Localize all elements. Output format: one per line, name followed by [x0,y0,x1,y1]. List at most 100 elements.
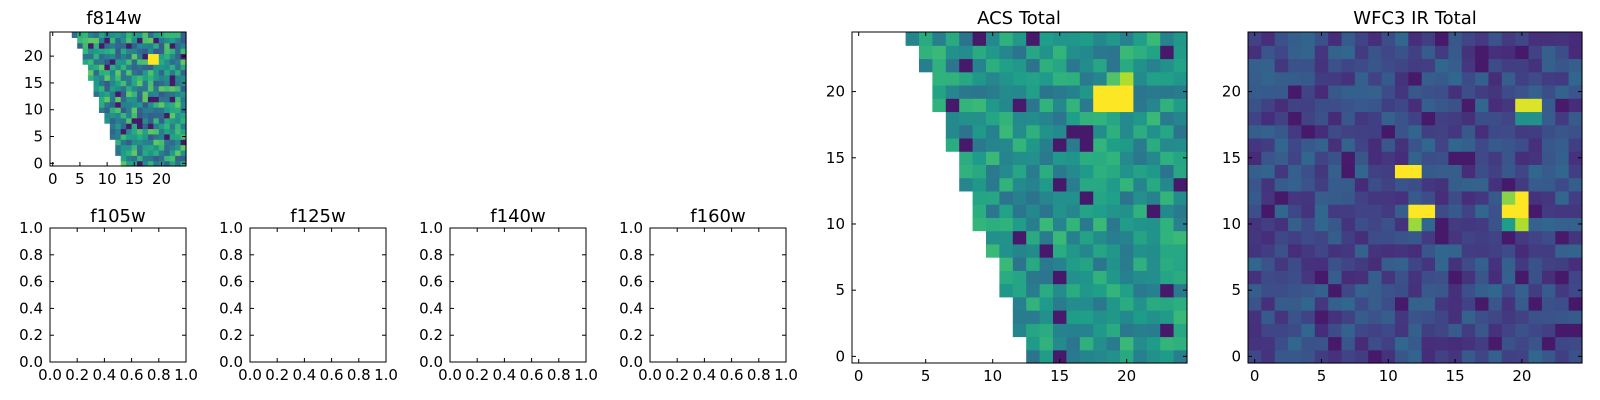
heatmap-cell [1341,270,1356,285]
y-tick-label: 0 [1231,347,1241,365]
heatmap-cell [147,48,154,55]
heatmap-cell [1394,283,1409,298]
heatmap-cell [1328,45,1343,60]
heatmap-cell [104,85,111,92]
heatmap-cell [1381,270,1396,285]
x-tick-label: 10 [983,367,1002,385]
heatmap-cell [1120,230,1134,245]
heatmap-cell [164,117,171,124]
heatmap-cell [153,53,160,60]
heatmap-cell [131,53,138,60]
heatmap-cell [1394,270,1409,285]
heatmap-cell [1146,71,1161,86]
heatmap-cell [1133,283,1148,298]
heatmap-cell [972,204,987,218]
heatmap-cell [1501,217,1516,232]
heatmap-cell [1261,257,1276,271]
heatmap-cell [1274,349,1289,364]
heatmap-cell [1288,349,1303,364]
heatmap-cell [1448,257,1463,271]
heatmap-cell [1475,98,1490,113]
heatmap-cell [1488,243,1503,258]
heatmap-cells [1248,32,1583,364]
heatmap-cell [1173,164,1188,179]
heatmap-cell [1354,32,1369,46]
heatmap-cell [98,58,105,65]
heatmap-cell [1528,84,1543,99]
heatmap-cell [1248,243,1262,258]
heatmap-cell [1039,323,1054,338]
heatmap-cell [1133,349,1148,364]
heatmap-cell [98,96,105,103]
heatmap-cell [120,101,127,108]
heatmap-cell [1261,45,1276,60]
heatmap-cell [142,139,149,146]
heatmap-cell [1066,323,1081,338]
heatmap-cell [169,53,176,60]
heatmap-cell [1528,257,1543,271]
heatmap-cell [126,53,133,60]
heatmap-cell [1261,71,1276,86]
heatmap-cell [1039,349,1054,364]
heatmap-cell [1488,71,1503,86]
panel-title: f814w [86,8,141,29]
heatmap-cell [1328,124,1343,139]
heatmap-cell [999,84,1014,99]
heatmap-cell [1381,323,1396,338]
heatmap-cell [109,74,116,81]
heatmap-cell [1160,71,1175,86]
heatmap-cell [1461,283,1476,298]
heatmap-cell [82,32,89,38]
heatmap-cell [1501,32,1516,46]
heatmap-cell [1120,137,1134,152]
heatmap-cell [1354,349,1369,364]
heatmap-cell [1106,270,1121,285]
heatmap-cell [153,112,160,119]
heatmap-cell [1106,137,1121,152]
y-tick-label: 0.2 [19,326,43,344]
heatmap-cell [1381,98,1396,113]
heatmap-cell [1261,323,1276,338]
heatmap-cell [1026,243,1041,258]
heatmap-cell [169,155,176,162]
heatmap-cell [1381,164,1396,179]
heatmap-cell [147,96,154,103]
heatmap-cell [1301,151,1316,165]
heatmap-cell [1261,58,1276,73]
heatmap-cell [1475,336,1490,351]
heatmap-cell [1106,71,1121,86]
heatmap-cell [1341,124,1356,139]
heatmap-cell [1488,98,1503,113]
heatmap-cell [158,96,165,103]
heatmap-cell [98,53,105,60]
heatmap-cell [137,90,144,97]
heatmap-cell [1475,177,1490,192]
heatmap-cell [1133,230,1148,245]
heatmap-cell [1106,257,1121,271]
heatmap-cell [1301,124,1316,139]
heatmap-cell [1133,45,1148,60]
x-tick-label: 0.2 [465,366,489,384]
heatmap-cell [1381,190,1396,205]
heatmap-cell [131,80,138,87]
heatmap-cell [1408,84,1423,99]
heatmap-cell [972,71,987,86]
heatmap-cell [131,85,138,92]
heatmap-cell [1341,217,1356,232]
heatmap-cell [1448,270,1463,285]
heatmap-cell [1173,349,1188,364]
x-tick-label: 0 [1250,367,1260,385]
heatmap-cell [1368,32,1383,46]
heatmap-cell [1173,230,1188,245]
panel-title: f105w [90,206,145,227]
heatmap-cell [1568,230,1583,245]
heatmap-cell [1039,243,1054,258]
heatmap-cell [1079,349,1094,364]
heatmap-cell [1288,243,1303,258]
heatmap-cell [1274,32,1289,46]
heatmap-cell [175,139,182,146]
heatmap-cell [1408,204,1423,218]
y-tick-label: 0.6 [419,273,443,291]
heatmap-cell [1515,217,1530,232]
heatmap-cell [1288,71,1303,86]
